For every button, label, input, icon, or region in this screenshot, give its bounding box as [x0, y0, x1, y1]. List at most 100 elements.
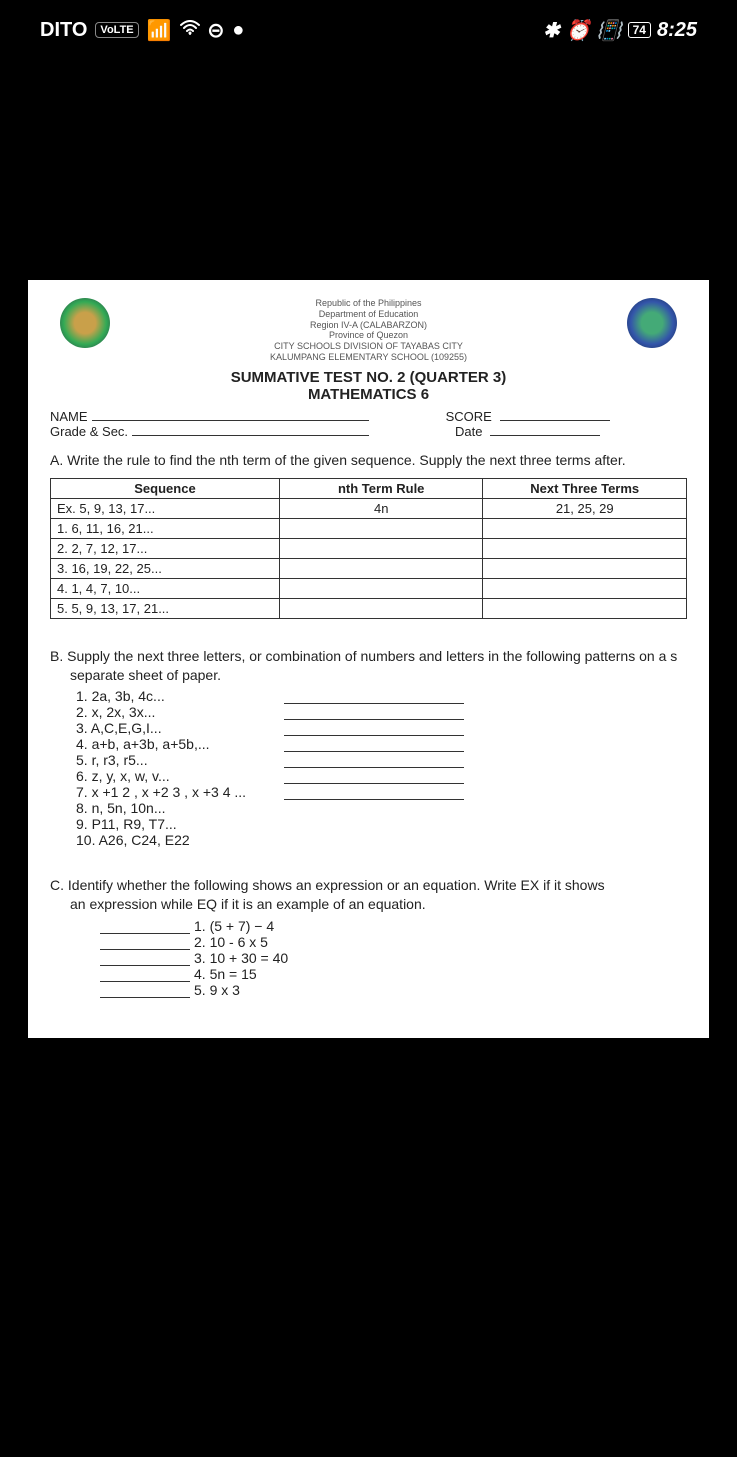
answer-blank — [100, 952, 190, 966]
part-b-prompt2: separate sheet of paper. — [50, 666, 687, 685]
cell-rule: 4n — [279, 498, 483, 518]
grade-field: Grade & Sec. — [50, 424, 369, 439]
part-c-prompt1: C. Identify whether the following shows … — [50, 876, 687, 895]
cell-rule — [279, 598, 483, 618]
item-label: 5. r, r3, r5... — [76, 752, 276, 768]
part-a-prompt: A. Write the rule to find the nth term o… — [50, 451, 687, 470]
grade-label: Grade & Sec. — [50, 424, 128, 439]
answer-blank — [284, 770, 464, 784]
battery-indicator: 74 — [628, 22, 651, 38]
item-label: 5. 9 x 3 — [194, 982, 240, 998]
item-label: 1. 2a, 3b, 4c... — [76, 688, 276, 704]
part-b-prompt1: B. Supply the next three letters, or com… — [50, 647, 687, 666]
list-item: 5. r, r3, r5... — [76, 752, 687, 768]
list-item: 2. 10 - 6 x 5 — [100, 934, 687, 950]
document-page: Republic of the Philippines Department o… — [28, 280, 709, 1038]
cell-next — [483, 518, 687, 538]
col-sequence: Sequence — [51, 478, 280, 498]
letterhead-line: Province of Quezon — [110, 330, 627, 341]
list-item: 3. A,C,E,G,I... — [76, 720, 687, 736]
list-item: 2. x, 2x, 3x... — [76, 704, 687, 720]
cell-rule — [279, 538, 483, 558]
name-label: NAME — [50, 409, 88, 424]
cell-next — [483, 598, 687, 618]
name-field: NAME — [50, 409, 369, 424]
cell-seq: 4. 1, 4, 7, 10... — [51, 578, 280, 598]
score-blank — [500, 409, 610, 421]
answer-blank — [100, 968, 190, 982]
item-label: 10. A26, C24, E22 — [76, 832, 276, 848]
list-item: 6. z, y, x, w, v... — [76, 768, 687, 784]
letterhead-line: KALUMPANG ELEMENTARY SCHOOL (109255) — [110, 352, 627, 363]
list-item: 9. P11, R9, T7... — [76, 816, 687, 832]
status-dot-icon: ⊝ — [208, 18, 225, 43]
item-label: 3. A,C,E,G,I... — [76, 720, 276, 736]
col-next: Next Three Terms — [483, 478, 687, 498]
date-label: Date — [455, 424, 482, 439]
item-label: 2. x, 2x, 3x... — [76, 704, 276, 720]
answer-blank — [100, 920, 190, 934]
list-item: 8. n, 5n, 10n... — [76, 800, 687, 816]
cell-next — [483, 558, 687, 578]
cell-seq: 1. 6, 11, 16, 21... — [51, 518, 280, 538]
answer-blank — [284, 754, 464, 768]
table-row: 1. 6, 11, 16, 21... — [51, 518, 687, 538]
list-item: 1. (5 + 7) − 4 — [100, 918, 687, 934]
item-label: 4. 5n = 15 — [194, 966, 257, 982]
cell-seq: Ex. 5, 9, 13, 17... — [51, 498, 280, 518]
answer-blank — [100, 936, 190, 950]
part-b-list: 1. 2a, 3b, 4c... 2. x, 2x, 3x... 3. A,C,… — [50, 688, 687, 848]
item-label: 3. 10 + 30 = 40 — [194, 950, 288, 966]
cell-seq: 2. 2, 7, 12, 17... — [51, 538, 280, 558]
wifi-icon — [180, 19, 200, 42]
status-left: DITO VoLTE 📶 ⊝ ● — [40, 18, 244, 43]
answer-blank — [284, 786, 464, 800]
bluetooth-icon: ✱ — [543, 18, 560, 43]
cell-rule — [279, 518, 483, 538]
item-label: 1. (5 + 7) − 4 — [194, 918, 274, 934]
table-row: Ex. 5, 9, 13, 17...4n21, 25, 29 — [51, 498, 687, 518]
date-field: Date — [369, 424, 688, 439]
answer-blank — [284, 722, 464, 736]
table-row: 3. 16, 19, 22, 25... — [51, 558, 687, 578]
letterhead-line: CITY SCHOOLS DIVISION OF TAYABAS CITY — [110, 341, 627, 352]
list-item: 1. 2a, 3b, 4c... — [76, 688, 687, 704]
table-row: 5. 5, 9, 13, 17, 21... — [51, 598, 687, 618]
grade-blank — [132, 424, 368, 436]
status-bar: DITO VoLTE 📶 ⊝ ● ✱ ⏰ 📳 74 8:25 — [0, 0, 737, 60]
item-label: 8. n, 5n, 10n... — [76, 800, 276, 816]
item-label: 6. z, y, x, w, v... — [76, 768, 276, 784]
answer-blank — [284, 738, 464, 752]
item-label: 9. P11, R9, T7... — [76, 816, 276, 832]
test-title: SUMMATIVE TEST NO. 2 (QUARTER 3) — [50, 369, 687, 386]
list-item: 5. 9 x 3 — [100, 982, 687, 998]
letterhead: Republic of the Philippines Department o… — [50, 298, 687, 363]
seal-left-icon — [60, 298, 110, 348]
answer-blank — [100, 984, 190, 998]
score-label: SCORE — [446, 409, 492, 424]
list-item: 4. 5n = 15 — [100, 966, 687, 982]
answer-blank — [284, 706, 464, 720]
score-field: SCORE — [369, 409, 688, 424]
status-circle-icon: ● — [232, 19, 244, 42]
col-rule: nth Term Rule — [279, 478, 483, 498]
item-label: 4. a+b, a+3b, a+5b,... — [76, 736, 276, 752]
vibrate-icon: 📳 — [597, 18, 622, 43]
table-row: 2. 2, 7, 12, 17... — [51, 538, 687, 558]
item-label: 2. 10 - 6 x 5 — [194, 934, 268, 950]
seal-right-icon — [627, 298, 677, 348]
list-item: 3. 10 + 30 = 40 — [100, 950, 687, 966]
subject-title: MATHEMATICS 6 — [50, 386, 687, 403]
table-header-row: Sequence nth Term Rule Next Three Terms — [51, 478, 687, 498]
clock-label: 8:25 — [657, 19, 697, 42]
list-item: 7. x +1 2 , x +2 3 , x +3 4 ... — [76, 784, 687, 800]
volte-badge: VoLTE — [95, 22, 138, 38]
name-blank — [92, 409, 369, 421]
answer-blank — [284, 690, 464, 704]
item-label: 7. x +1 2 , x +2 3 , x +3 4 ... — [76, 784, 276, 800]
list-item: 4. a+b, a+3b, a+5b,... — [76, 736, 687, 752]
cell-rule — [279, 558, 483, 578]
carrier-label: DITO — [40, 19, 87, 42]
cell-seq: 3. 16, 19, 22, 25... — [51, 558, 280, 578]
list-item: 10. A26, C24, E22 — [76, 832, 687, 848]
